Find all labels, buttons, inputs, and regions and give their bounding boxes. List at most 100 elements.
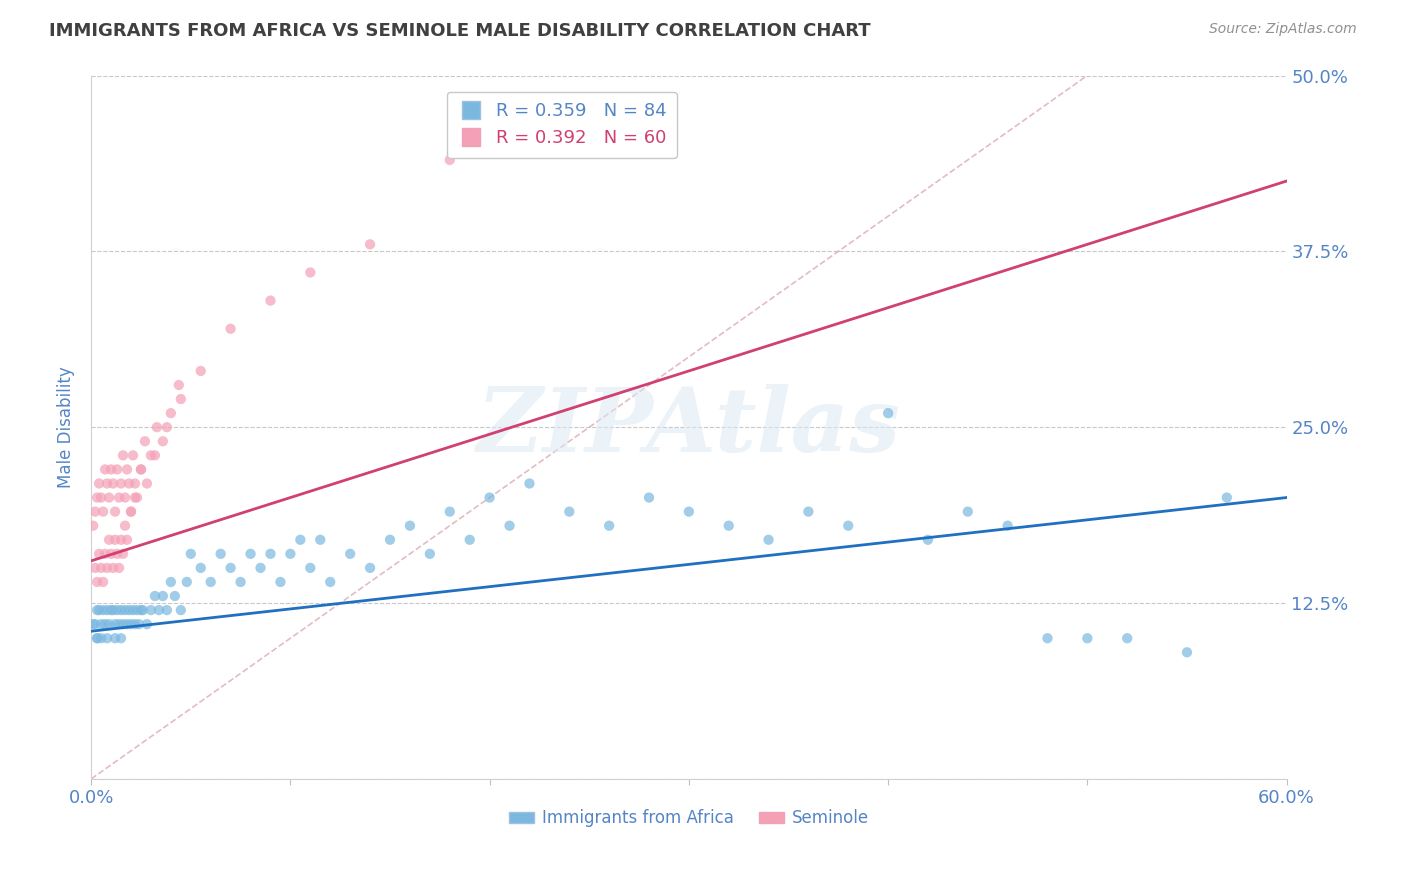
Point (101, 476, 124, 491)
Point (101, 603, 124, 617)
Point (249, 561, 271, 575)
Point (110, 476, 132, 491)
Point (94, 462, 117, 476)
Point (114, 491, 136, 505)
Point (160, 574, 183, 589)
Point (114, 518, 136, 533)
Point (124, 491, 146, 505)
Point (112, 547, 135, 561)
Y-axis label: Male Disability: Male Disability (58, 367, 75, 488)
Point (439, 505, 461, 519)
Point (86, 603, 108, 617)
Point (176, 574, 198, 589)
Point (877, 406, 900, 420)
Point (120, 505, 142, 519)
Point (139, 603, 162, 617)
Point (419, 547, 441, 561)
Point (148, 603, 170, 617)
Point (136, 617, 159, 632)
Point (122, 603, 145, 617)
Point (797, 505, 820, 519)
Text: Source: ZipAtlas.com: Source: ZipAtlas.com (1209, 22, 1357, 37)
Point (309, 533, 332, 547)
Point (219, 561, 242, 575)
Point (1076, 632, 1098, 646)
Point (156, 603, 179, 617)
Point (96, 561, 118, 575)
Point (90, 617, 112, 632)
Point (100, 603, 122, 617)
Point (91, 574, 114, 589)
Point (104, 533, 127, 547)
Point (399, 518, 422, 533)
Point (108, 561, 131, 575)
Point (91, 603, 114, 617)
Point (112, 617, 135, 632)
Point (269, 574, 291, 589)
Point (84, 617, 107, 632)
Point (478, 491, 501, 505)
Point (84, 505, 107, 519)
Point (956, 505, 979, 519)
Point (115, 462, 138, 476)
Point (124, 617, 146, 632)
Point (120, 617, 142, 632)
Point (87, 476, 110, 491)
Point (100, 547, 122, 561)
Point (190, 364, 212, 378)
Point (290, 533, 312, 547)
Point (129, 462, 152, 476)
Point (101, 561, 124, 575)
Point (94, 617, 117, 632)
Point (100, 462, 122, 476)
Point (259, 547, 281, 561)
Point (200, 574, 222, 589)
Point (1175, 645, 1198, 659)
Point (98, 533, 121, 547)
Point (84, 561, 107, 575)
Point (359, 561, 381, 575)
Point (105, 603, 128, 617)
Point (678, 505, 700, 519)
Point (90, 632, 112, 646)
Point (209, 547, 232, 561)
Point (87, 603, 110, 617)
Point (143, 448, 166, 462)
Point (180, 547, 202, 561)
Point (115, 533, 138, 547)
Point (1216, 491, 1239, 505)
Point (160, 406, 183, 420)
Point (104, 505, 127, 519)
Point (152, 434, 174, 449)
Text: IMMIGRANTS FROM AFRICA VS SEMINOLE MALE DISABILITY CORRELATION CHART: IMMIGRANTS FROM AFRICA VS SEMINOLE MALE … (49, 22, 870, 40)
Point (125, 491, 148, 505)
Point (86, 491, 108, 505)
Point (638, 491, 661, 505)
Point (359, 237, 381, 252)
Point (439, 153, 461, 167)
Point (98, 617, 121, 632)
Point (299, 561, 322, 575)
Point (122, 448, 145, 462)
Point (105, 462, 128, 476)
Point (115, 617, 138, 632)
Point (125, 603, 148, 617)
Point (229, 574, 252, 589)
Point (86, 632, 108, 646)
Point (146, 420, 169, 434)
Point (110, 603, 132, 617)
Point (108, 491, 131, 505)
Point (598, 518, 620, 533)
Point (280, 547, 302, 561)
Point (498, 518, 520, 533)
Point (717, 518, 740, 533)
Point (190, 561, 212, 575)
Point (378, 533, 401, 547)
Point (129, 603, 152, 617)
Point (519, 476, 541, 491)
Point (558, 505, 581, 519)
Point (219, 322, 242, 336)
Point (120, 505, 142, 519)
Point (136, 476, 159, 491)
Point (82, 617, 104, 632)
